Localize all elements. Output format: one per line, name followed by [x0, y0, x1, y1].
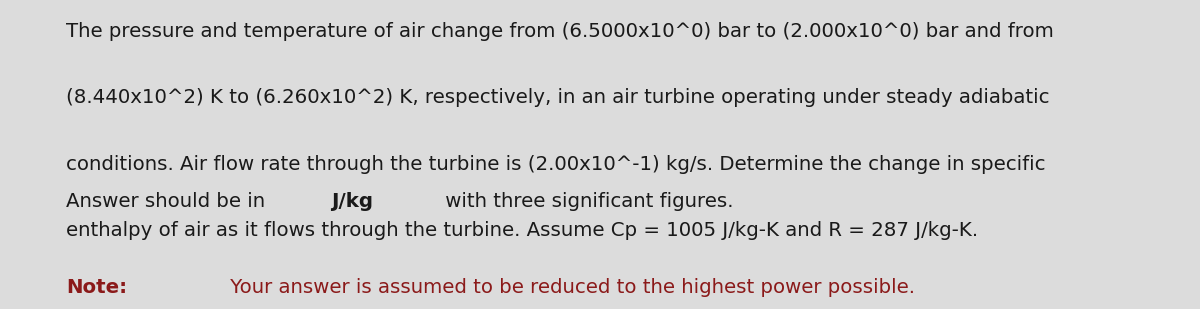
- Text: Answer should be in: Answer should be in: [66, 192, 271, 210]
- Text: (8.440x10^2) K to (6.260x10^2) K, respectively, in an air turbine operating unde: (8.440x10^2) K to (6.260x10^2) K, respec…: [66, 88, 1050, 107]
- Text: Your answer is assumed to be reduced to the highest power possible.: Your answer is assumed to be reduced to …: [223, 278, 914, 297]
- Text: Note:: Note:: [66, 278, 127, 297]
- Text: The pressure and temperature of air change from (6.5000x10^0) bar to (2.000x10^0: The pressure and temperature of air chan…: [66, 22, 1054, 40]
- Text: J/kg: J/kg: [331, 192, 373, 210]
- Text: with three significant figures.: with three significant figures.: [439, 192, 734, 210]
- Text: conditions. Air flow rate through the turbine is (2.00x10^-1) kg/s. Determine th: conditions. Air flow rate through the tu…: [66, 154, 1045, 173]
- Text: enthalpy of air as it flows through the turbine. Assume Cp = 1005 J/kg-K and R =: enthalpy of air as it flows through the …: [66, 221, 978, 240]
